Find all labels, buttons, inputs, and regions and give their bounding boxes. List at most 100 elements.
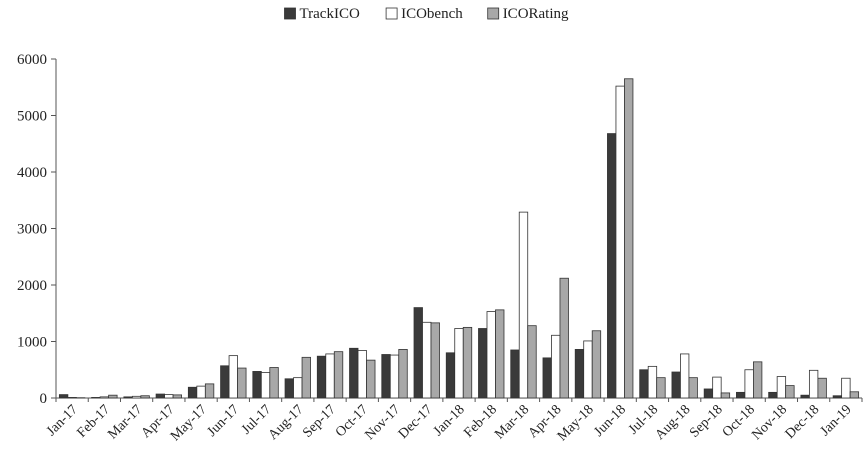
x-tick-label: Sep-17 (300, 402, 339, 441)
y-tick-label: 0 (40, 391, 48, 407)
bar-trackico-jan-19 (833, 396, 842, 398)
bar-icobench-mar-17 (132, 396, 141, 398)
bar-icorating-apr-17 (173, 395, 182, 398)
y-tick-label: 4000 (17, 165, 47, 181)
bar-icorating-nov-18 (786, 386, 795, 398)
bar-trackico-dec-17 (414, 308, 423, 398)
bar-icobench-aug-18 (680, 354, 689, 398)
x-tick-label: Nov-17 (362, 402, 403, 443)
legend-label-icobench: ICObench (401, 6, 463, 22)
bar-icobench-jan-17 (68, 397, 77, 398)
x-tick-label: Jan-18 (431, 402, 468, 439)
legend-label-icorating: ICORating (503, 6, 569, 22)
bar-icobench-aug-17 (294, 378, 303, 398)
bar-trackico-jul-17 (253, 371, 262, 398)
x-tick-label: May-17 (168, 402, 210, 444)
bar-icorating-mar-17 (141, 396, 150, 398)
y-tick-label: 1000 (17, 335, 47, 351)
bar-icorating-apr-18 (560, 278, 569, 398)
bar-icorating-feb-18 (495, 310, 504, 398)
x-tick-label: Dec-18 (783, 402, 823, 442)
bar-trackico-sep-18 (704, 389, 713, 398)
bar-trackico-jul-18 (640, 370, 649, 398)
bar-trackico-jan-18 (446, 353, 455, 398)
bar-icobench-jan-19 (842, 378, 851, 398)
bar-trackico-aug-18 (672, 372, 681, 398)
bar-icobench-apr-17 (165, 395, 174, 398)
bar-icobench-sep-18 (713, 377, 722, 398)
x-tick-label: Jun-17 (205, 402, 243, 440)
bar-trackico-feb-17 (92, 397, 101, 398)
bar-icobench-jan-18 (455, 329, 464, 399)
bar-icobench-nov-18 (777, 377, 786, 398)
bar-trackico-oct-18 (736, 392, 745, 398)
bar-trackico-mar-18 (511, 350, 519, 398)
x-tick-label: Jan-19 (818, 402, 855, 439)
bar-icobench-feb-17 (100, 397, 109, 398)
x-tick-label: Jan-17 (44, 402, 81, 439)
bar-icorating-feb-17 (109, 395, 118, 398)
legend-swatch-icobench (386, 8, 397, 19)
bar-trackico-sep-17 (317, 356, 326, 398)
x-tick-label: Aug-18 (653, 402, 694, 443)
y-tick-label: 2000 (17, 278, 47, 294)
bar-trackico-jan-17 (59, 395, 67, 398)
bar-icobench-sep-17 (326, 354, 335, 398)
bar-icobench-mar-18 (519, 212, 528, 398)
x-tick-label: Dec-17 (396, 402, 436, 442)
bar-icobench-jun-17 (229, 356, 238, 398)
bar-trackico-oct-17 (350, 348, 359, 398)
bar-icorating-dec-18 (818, 378, 827, 398)
bar-icorating-jun-18 (624, 79, 633, 398)
bar-icorating-jul-18 (657, 378, 666, 398)
x-tick-label: Sep-18 (687, 402, 726, 441)
bar-icobench-jul-18 (648, 366, 657, 398)
bar-trackico-apr-18 (543, 358, 552, 398)
bar-icorating-jan-18 (463, 327, 472, 398)
bar-icorating-may-17 (205, 384, 214, 398)
bar-icobench-nov-17 (390, 355, 399, 398)
y-tick-label: 3000 (17, 222, 47, 238)
bar-icorating-aug-17 (302, 357, 311, 398)
bar-trackico-may-18 (575, 349, 584, 398)
x-tick-label: May-18 (555, 402, 597, 444)
x-tick-label: Aug-17 (266, 402, 307, 443)
x-tick-label: Mar-17 (105, 402, 145, 442)
bar-trackico-nov-17 (382, 355, 391, 399)
bar-trackico-mar-17 (124, 397, 133, 398)
bar-icobench-jul-17 (261, 373, 270, 398)
bar-icobench-jun-18 (616, 86, 625, 398)
bar-icorating-aug-18 (689, 378, 698, 398)
bar-icobench-dec-18 (809, 370, 818, 398)
bar-trackico-dec-18 (801, 395, 810, 398)
bar-icorating-sep-18 (721, 393, 730, 398)
bar-trackico-may-17 (188, 387, 197, 398)
x-tick-label: Mar-18 (492, 402, 532, 442)
bar-trackico-jun-17 (221, 366, 230, 398)
bar-icorating-oct-17 (367, 360, 376, 398)
bar-icobench-feb-18 (487, 312, 496, 398)
bar-icorating-may-18 (592, 331, 601, 398)
bar-icobench-may-18 (584, 341, 593, 398)
bar-icobench-oct-17 (358, 351, 367, 398)
bar-icobench-oct-18 (745, 370, 754, 398)
bar-icorating-jan-19 (850, 392, 859, 398)
bar-icorating-nov-17 (399, 349, 408, 398)
y-tick-label: 5000 (17, 109, 47, 125)
x-tick-label: Jun-18 (591, 402, 629, 440)
y-tick-label: 6000 (17, 52, 47, 68)
bar-icobench-dec-17 (423, 322, 432, 398)
bar-icorating-jun-17 (238, 368, 247, 398)
bar-trackico-apr-17 (156, 394, 165, 398)
bar-icobench-apr-18 (551, 335, 560, 398)
bar-trackico-jun-18 (607, 134, 616, 398)
bar-trackico-feb-18 (478, 329, 487, 399)
bar-trackico-aug-17 (285, 379, 294, 398)
bar-icobench-may-17 (197, 386, 206, 398)
bar-icorating-jul-17 (270, 367, 279, 398)
bar-icorating-oct-18 (753, 362, 762, 398)
bar-trackico-nov-18 (769, 392, 778, 398)
bar-icorating-dec-17 (431, 323, 440, 398)
